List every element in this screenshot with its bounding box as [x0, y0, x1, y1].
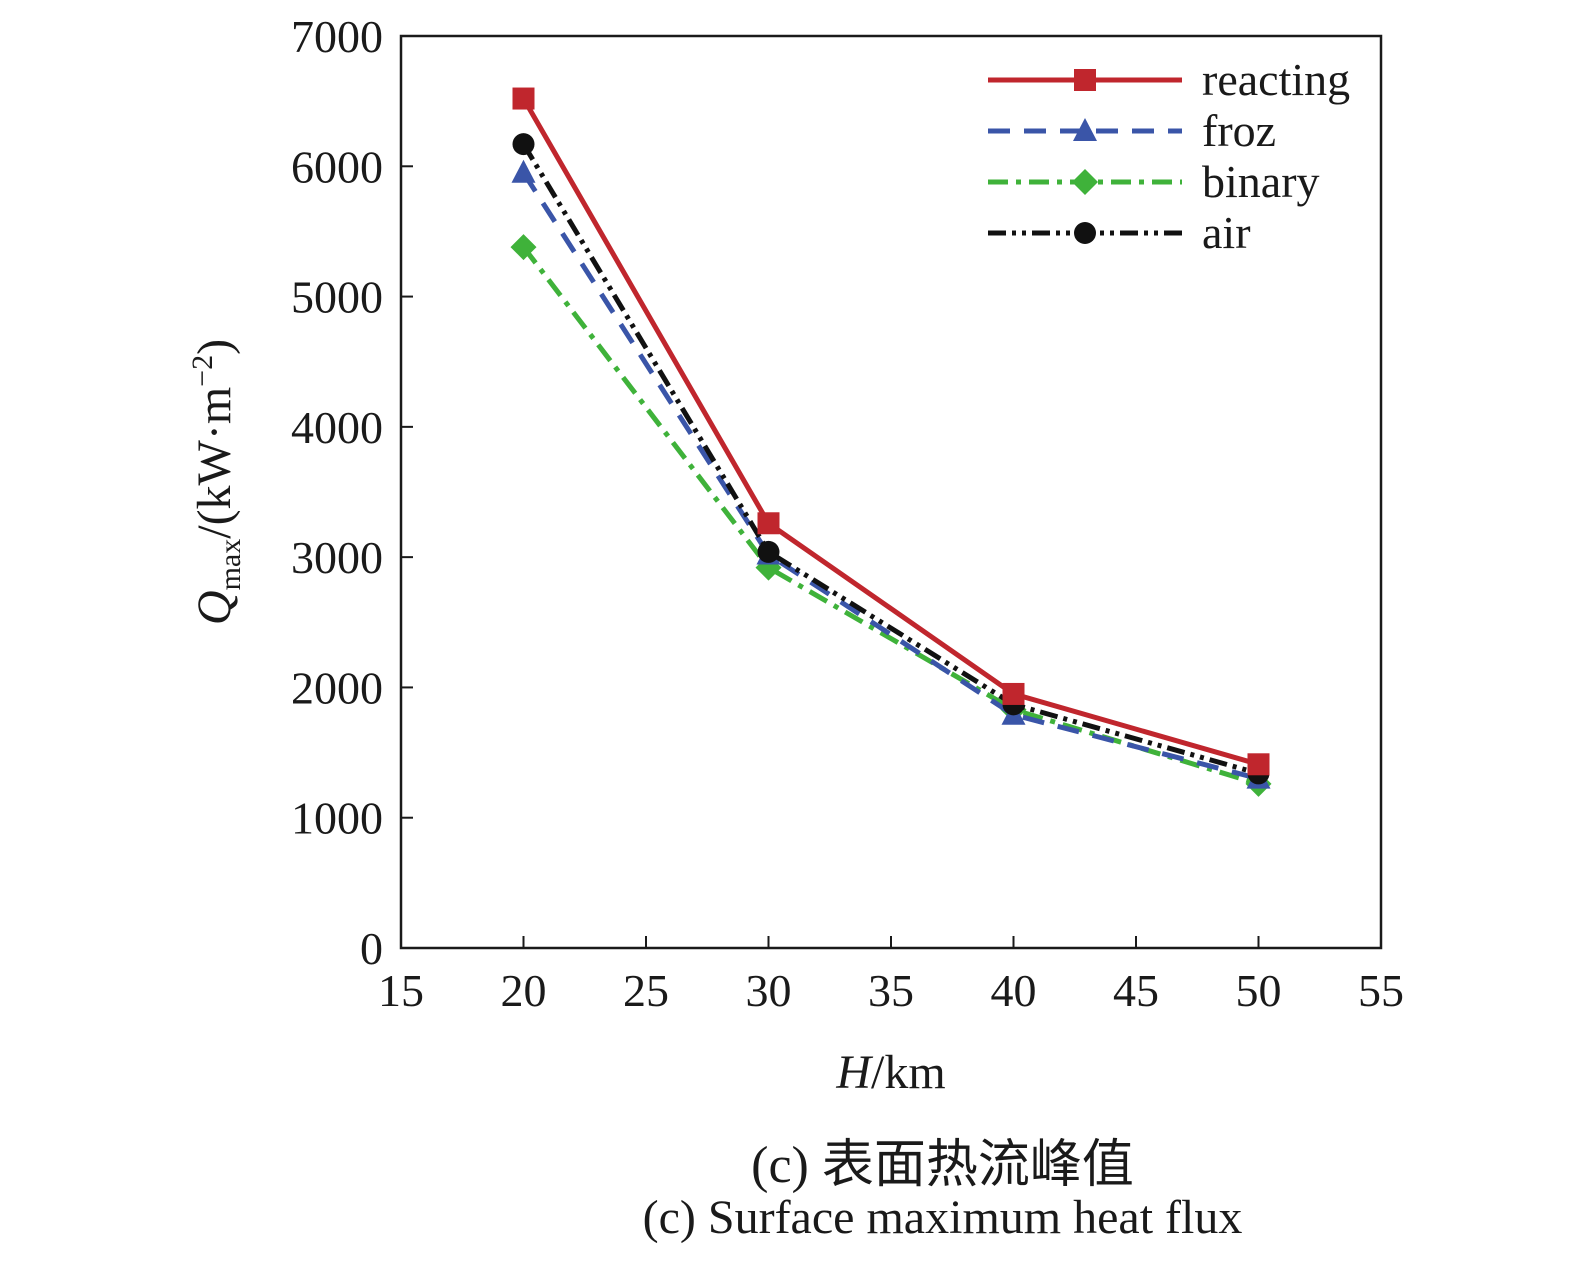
axis-labels: H/km Qmax/(kW·m−2) [186, 339, 946, 1099]
data-point-reacting [1247, 753, 1270, 776]
x-tick-label: 20 [501, 965, 547, 1016]
data-point-reacting [1002, 682, 1025, 705]
data-point-reacting [512, 87, 535, 110]
caption-english: (c) Surface maximum heat flux [642, 1191, 1243, 1244]
line-chart: 15 20 25 30 35 40 45 50 55 0 1000 2000 3000 4000 5000 6… [186, 11, 1404, 1099]
legend-label-air: air [1202, 207, 1251, 258]
series-line-froz [521, 171, 1260, 782]
axes: 15 20 25 30 35 40 45 50 55 0 1000 2000 3000 4000 5000 6… [291, 11, 1404, 1016]
legend-marker-binary [1072, 169, 1098, 195]
x-axis-label: H/km [835, 1046, 945, 1099]
x-tick-label: 40 [991, 965, 1037, 1016]
y-tick-label: 0 [360, 923, 383, 974]
x-tick-label: 30 [746, 965, 792, 1016]
legend-label-reacting: reacting [1202, 54, 1350, 105]
legend-label-froz: froz [1202, 105, 1276, 156]
series-line-binary [521, 245, 1260, 787]
series-layer [510, 87, 1272, 797]
y-tick-label: 3000 [291, 532, 383, 583]
legend-label-binary: binary [1202, 156, 1320, 207]
x-tick-label: 50 [1236, 965, 1282, 1016]
series-binary [510, 234, 1272, 797]
x-tick-label: 35 [868, 965, 914, 1016]
y-tick-label: 4000 [291, 402, 383, 453]
legend-item-air: air [988, 207, 1251, 258]
x-tick-label: 15 [378, 965, 424, 1016]
y-tick-label: 6000 [291, 141, 383, 192]
legend-item-binary: binary [988, 156, 1320, 207]
x-tick-label: 25 [623, 965, 669, 1016]
data-point-air [757, 540, 780, 563]
y-tick-label: 1000 [291, 793, 383, 844]
series-line-reacting [521, 97, 1260, 767]
x-tick-label: 45 [1113, 965, 1159, 1016]
y-axis-label: Qmax/(kW·m−2) [186, 339, 247, 625]
data-point-froz [511, 159, 536, 183]
data-point-reacting [757, 512, 780, 535]
y-tick-label: 2000 [291, 662, 383, 713]
legend-item-froz: froz [988, 105, 1276, 156]
caption-chinese: (c) 表面热流峰值 [751, 1137, 1134, 1194]
legend-marker-froz [1073, 118, 1097, 141]
data-point-binary [510, 234, 537, 261]
legend-marker-reacting [1074, 69, 1096, 91]
x-tick-label: 55 [1358, 965, 1404, 1016]
series-reacting [512, 87, 1270, 776]
legend-marker-air [1074, 222, 1096, 244]
y-tick-label: 5000 [291, 272, 383, 323]
y-tick-label: 7000 [291, 11, 383, 62]
series-line-air [521, 142, 1260, 776]
series-froz [511, 159, 1271, 789]
data-point-air [512, 133, 535, 156]
legend-item-reacting: reacting [988, 54, 1350, 105]
